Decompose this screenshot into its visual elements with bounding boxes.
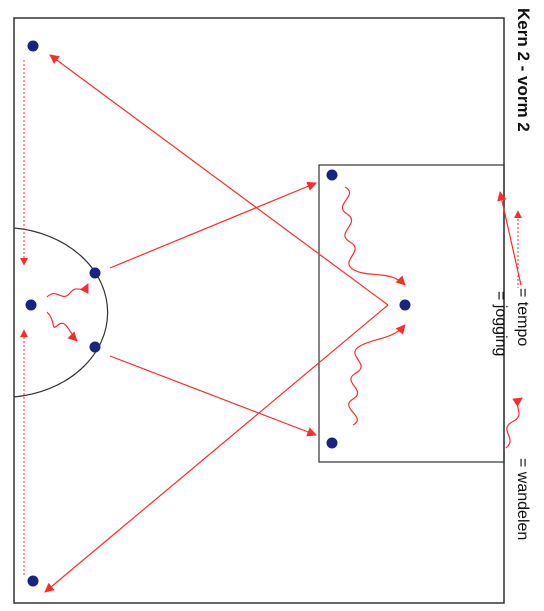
legend-jogging-label: = jogging xyxy=(492,291,509,356)
tempo-arrow-4 xyxy=(109,355,317,437)
player-dot xyxy=(27,40,39,52)
player-dot xyxy=(89,267,101,279)
legend-wandelen-label: = wandelen xyxy=(514,458,531,540)
tempo-arrow-2 xyxy=(44,304,389,593)
wandelen-arrow-2 xyxy=(348,324,406,426)
player-dot xyxy=(27,575,39,587)
sidebar: Kern 2 - vorm 2 = tempo = jogging = wand… xyxy=(492,8,533,540)
player-dot xyxy=(25,299,37,311)
player-dot xyxy=(89,341,101,353)
player-dot xyxy=(326,169,338,181)
legend-wandelen-icon xyxy=(505,397,523,449)
player-dot xyxy=(399,299,411,311)
penalty-box xyxy=(318,164,505,463)
diagram-title: Kern 2 - vorm 2 xyxy=(514,8,533,132)
wandelen-arrow-4 xyxy=(46,311,78,342)
player-dot xyxy=(326,437,338,449)
wandelen-arrow-1 xyxy=(341,186,406,286)
legend-tempo-label: = tempo xyxy=(514,288,531,346)
field-outline xyxy=(13,17,505,604)
tempo-arrow-3 xyxy=(109,181,317,269)
center-circle xyxy=(13,227,109,398)
wandelen-arrow-3 xyxy=(46,283,89,298)
legend-tempo-icon xyxy=(497,191,522,286)
players xyxy=(25,40,411,587)
legend: = tempo = jogging = wandelen xyxy=(492,191,531,540)
tempo-arrow-1 xyxy=(49,54,389,306)
